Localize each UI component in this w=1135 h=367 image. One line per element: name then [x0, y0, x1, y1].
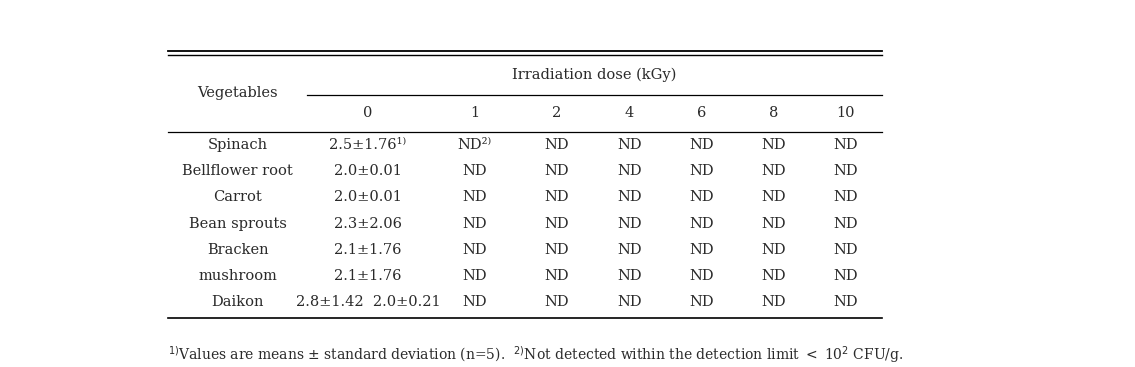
Text: ND: ND: [833, 243, 858, 257]
Text: 2.3±2.06: 2.3±2.06: [334, 217, 402, 230]
Text: ND: ND: [462, 190, 487, 204]
Text: Daikon: Daikon: [211, 295, 264, 309]
Text: 2.8±1.42  2.0±0.21: 2.8±1.42 2.0±0.21: [295, 295, 440, 309]
Text: 2.5±1.76¹⁾: 2.5±1.76¹⁾: [329, 138, 406, 152]
Text: 2: 2: [553, 106, 562, 120]
Text: ND: ND: [545, 269, 570, 283]
Text: mushroom: mushroom: [199, 269, 277, 283]
Text: 2.0±0.01: 2.0±0.01: [334, 164, 402, 178]
Text: $^{1)}$Values are means $\pm$ standard deviation (n=5).  $^{2)}$Not detected wit: $^{1)}$Values are means $\pm$ standard d…: [168, 344, 903, 365]
Text: ND: ND: [833, 217, 858, 230]
Text: ND: ND: [689, 295, 714, 309]
Text: ND: ND: [545, 138, 570, 152]
Text: Carrot: Carrot: [213, 190, 262, 204]
Text: ND: ND: [833, 190, 858, 204]
Text: ND: ND: [617, 138, 641, 152]
Text: ND: ND: [762, 243, 785, 257]
Text: ND: ND: [462, 164, 487, 178]
Text: 4: 4: [624, 106, 633, 120]
Text: ND: ND: [762, 295, 785, 309]
Text: ND: ND: [545, 295, 570, 309]
Text: 2.1±1.76: 2.1±1.76: [334, 243, 402, 257]
Text: 8: 8: [768, 106, 779, 120]
Text: Bracken: Bracken: [207, 243, 269, 257]
Text: Vegetables: Vegetables: [197, 87, 278, 101]
Text: 2.0±0.01: 2.0±0.01: [334, 190, 402, 204]
Text: ND: ND: [762, 217, 785, 230]
Text: Bellflower root: Bellflower root: [183, 164, 293, 178]
Text: ND: ND: [617, 190, 641, 204]
Text: ND: ND: [545, 164, 570, 178]
Text: ND: ND: [833, 295, 858, 309]
Text: 10: 10: [836, 106, 855, 120]
Text: Bean sprouts: Bean sprouts: [188, 217, 287, 230]
Text: ND²⁾: ND²⁾: [457, 138, 491, 152]
Text: ND: ND: [545, 243, 570, 257]
Text: ND: ND: [689, 243, 714, 257]
Text: ND: ND: [462, 243, 487, 257]
Text: ND: ND: [833, 269, 858, 283]
Text: ND: ND: [617, 164, 641, 178]
Text: ND: ND: [617, 243, 641, 257]
Text: ND: ND: [462, 295, 487, 309]
Text: ND: ND: [762, 190, 785, 204]
Text: ND: ND: [617, 217, 641, 230]
Text: 2.1±1.76: 2.1±1.76: [334, 269, 402, 283]
Text: ND: ND: [617, 269, 641, 283]
Text: ND: ND: [762, 138, 785, 152]
Text: ND: ND: [762, 164, 785, 178]
Text: ND: ND: [689, 217, 714, 230]
Text: ND: ND: [462, 217, 487, 230]
Text: ND: ND: [689, 138, 714, 152]
Text: Spinach: Spinach: [208, 138, 268, 152]
Text: ND: ND: [762, 269, 785, 283]
Text: ND: ND: [545, 190, 570, 204]
Text: ND: ND: [617, 295, 641, 309]
Text: ND: ND: [689, 190, 714, 204]
Text: ND: ND: [689, 269, 714, 283]
Text: ND: ND: [833, 138, 858, 152]
Text: ND: ND: [689, 164, 714, 178]
Text: ND: ND: [833, 164, 858, 178]
Text: ND: ND: [545, 217, 570, 230]
Text: 1: 1: [470, 106, 479, 120]
Text: 0: 0: [363, 106, 372, 120]
Text: Irradiation dose (kGy): Irradiation dose (kGy): [512, 68, 676, 82]
Text: ND: ND: [462, 269, 487, 283]
Text: 6: 6: [697, 106, 706, 120]
